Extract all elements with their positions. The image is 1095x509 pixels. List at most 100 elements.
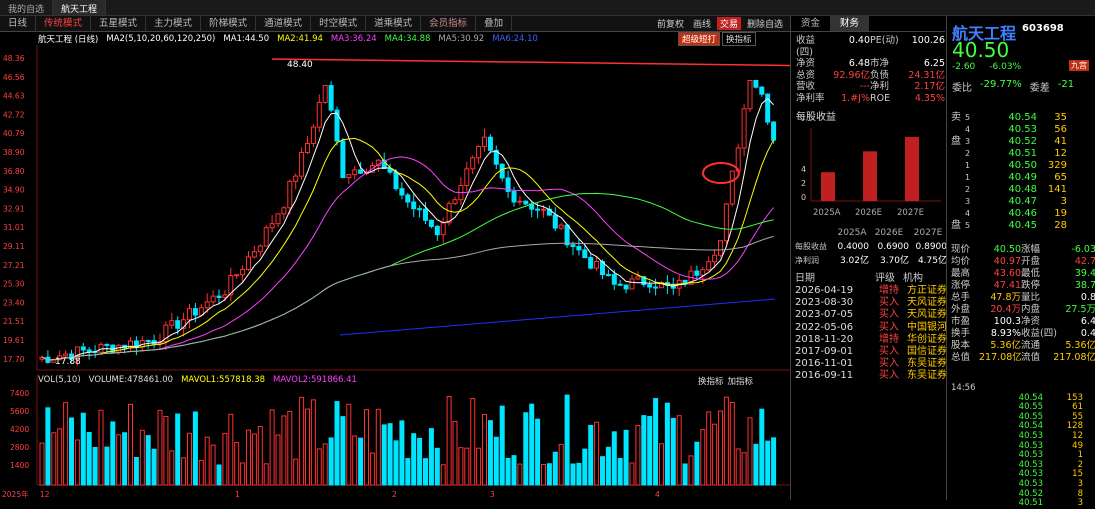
- ask-row[interactable]: 1 40.50 329: [947, 160, 1095, 172]
- tick-price: 40.53: [1018, 469, 1043, 480]
- menu-classic-mode[interactable]: 传统模式: [36, 15, 92, 32]
- book-qty: 28: [1054, 220, 1067, 231]
- book-side-label: [951, 148, 965, 160]
- tab-stock[interactable]: 航天工程: [53, 0, 107, 15]
- candle-body: [299, 152, 305, 177]
- volume-bar: [358, 437, 364, 486]
- menu-daocheng[interactable]: 道乘模式: [366, 15, 422, 32]
- ma-line: [41, 156, 774, 361]
- menu-daily[interactable]: 日线: [0, 15, 37, 32]
- rating-header-cell: 机构: [903, 273, 923, 284]
- candle-body: [741, 108, 747, 149]
- tick-qty: 49: [1072, 440, 1083, 451]
- volume-bar: [269, 409, 275, 486]
- candle-body: [187, 308, 192, 321]
- ask-row[interactable]: 4 40.53 56: [947, 124, 1095, 136]
- tick-price: 40.53: [1018, 478, 1043, 489]
- volume-bar: [411, 433, 417, 486]
- candle-body: [523, 200, 529, 205]
- change-indicator-button[interactable]: 换指标: [722, 32, 756, 46]
- candle-body: [293, 175, 299, 182]
- candle-body: [281, 207, 287, 215]
- remove-watchlist-button[interactable]: 删除自选: [746, 20, 783, 30]
- bid-row[interactable]: 盘 5 40.45 28: [947, 220, 1095, 232]
- rating-row[interactable]: 2026-04-19 增持 方正证券: [795, 285, 947, 297]
- tick-spacer: [951, 403, 1009, 413]
- candle-body: [310, 126, 316, 144]
- tick-spacer: [951, 432, 1009, 442]
- rating-row[interactable]: 2023-07-05 买入 天风证券: [795, 309, 947, 321]
- candle-body: [234, 274, 240, 277]
- tab-funds[interactable]: 资金: [801, 18, 821, 29]
- book-level: 4: [965, 125, 971, 134]
- jiugong-button[interactable]: 九宫: [1069, 60, 1089, 71]
- book-price: 40.50: [1008, 160, 1037, 171]
- ma5-value: MA5:30.92: [438, 33, 485, 44]
- stat-label: 均价: [951, 256, 971, 267]
- tick-list: 14:56 40.54 153 40.55 61 40.55 55 40.54 128 40.5…: [947, 383, 1095, 509]
- eps-value: 0.8900: [915, 242, 948, 252]
- menu-five-star[interactable]: 五星模式: [91, 15, 147, 32]
- menu-spacetime[interactable]: 时空模式: [311, 15, 367, 32]
- bid-row[interactable]: 3 40.47 3: [947, 196, 1095, 208]
- tab-watchlist[interactable]: 我的自选: [0, 0, 54, 15]
- candle-body: [611, 274, 617, 285]
- eps-col: 2026E: [874, 228, 904, 238]
- menu-main-force[interactable]: 主力模式: [146, 15, 202, 32]
- price-tick: 17.70: [3, 355, 25, 364]
- stat-row: 换手 8.93% 收益(四) 0.4: [947, 328, 1095, 340]
- adjust-button[interactable]: 前复权: [656, 20, 684, 30]
- volume-bar: [747, 417, 753, 486]
- bid-row[interactable]: 2 40.48 141: [947, 184, 1095, 196]
- menu-ladder[interactable]: 阶梯模式: [201, 15, 257, 32]
- vol-add-indicator[interactable]: 加指标: [727, 377, 754, 387]
- tick-row: 40.53 49: [947, 440, 1095, 452]
- tab-finance[interactable]: 财务: [830, 16, 870, 31]
- bid-row[interactable]: 4 40.46 19: [947, 208, 1095, 220]
- menu-member-indicator[interactable]: 会员指标: [421, 15, 477, 32]
- ask-row[interactable]: 2 40.51 12: [947, 148, 1095, 160]
- rating-row[interactable]: 2016-09-11 买入 东吴证券: [795, 370, 947, 382]
- draw-line-button[interactable]: 画线: [692, 20, 711, 30]
- menu-channel[interactable]: 通道模式: [256, 15, 312, 32]
- ma-line: [41, 192, 774, 361]
- ask-row[interactable]: 盘 3 40.52 41: [947, 136, 1095, 148]
- weibi-value: -29.77%: [980, 79, 1022, 90]
- volume-bar: [546, 463, 552, 486]
- rating-row[interactable]: 2023-08-30 买入 天风证券: [795, 297, 947, 309]
- tick-price: 40.54: [1018, 421, 1043, 432]
- rating-row[interactable]: 2017-09-01 买入 国信证券: [795, 346, 947, 358]
- bid-row[interactable]: 1 40.49 65: [947, 172, 1095, 184]
- ask-row[interactable]: 卖 5 40.54 35: [947, 112, 1095, 124]
- rating-date: 2016-11-01: [795, 358, 854, 370]
- vol-change-indicator[interactable]: 换指标: [698, 377, 724, 387]
- candle-body: [145, 340, 151, 343]
- fin-value: 4.35%: [914, 92, 945, 104]
- volume-bar: [163, 415, 169, 486]
- volume-bar: [417, 437, 423, 486]
- trade-button[interactable]: 交易: [716, 17, 741, 30]
- candle-body: [729, 170, 735, 205]
- eps-col: 2025A: [837, 228, 867, 238]
- volume-bar: [470, 398, 476, 486]
- rating-row[interactable]: 2022-05-06 买入 中国银河: [795, 322, 947, 334]
- volume-bars: [39, 394, 777, 486]
- price-tick: 46.56: [3, 73, 25, 82]
- price-axis: 48.36 46.56 44.63 42.72 40.79 38.90 36.80 34.90…: [3, 54, 25, 364]
- rating-date: 2023-07-05: [795, 309, 854, 321]
- price-tick: 36.80: [3, 167, 25, 176]
- volume-bar: [257, 426, 263, 486]
- candle-body: [322, 85, 328, 103]
- super-short-button[interactable]: 超级短打: [678, 32, 721, 46]
- volume-bar: [434, 447, 440, 486]
- volume-bar: [605, 446, 611, 486]
- rating-row[interactable]: 2016-11-01 买入 东吴证券: [795, 358, 947, 370]
- np-value: 4.75亿: [917, 256, 947, 266]
- rating-row[interactable]: 2018-11-20 增持 华创证券: [795, 334, 947, 346]
- tick-price: 40.52: [1018, 488, 1043, 499]
- menu-overlay[interactable]: 叠加: [476, 15, 513, 32]
- volume-bar: [80, 412, 86, 486]
- volume-bar: [594, 421, 600, 486]
- stat-row: 市盈 100.3 净资 6.4: [947, 316, 1095, 328]
- kline-chart[interactable]: 48.36 46.56 44.63 42.72 40.79 38.90 36.80 34.90…: [0, 45, 790, 500]
